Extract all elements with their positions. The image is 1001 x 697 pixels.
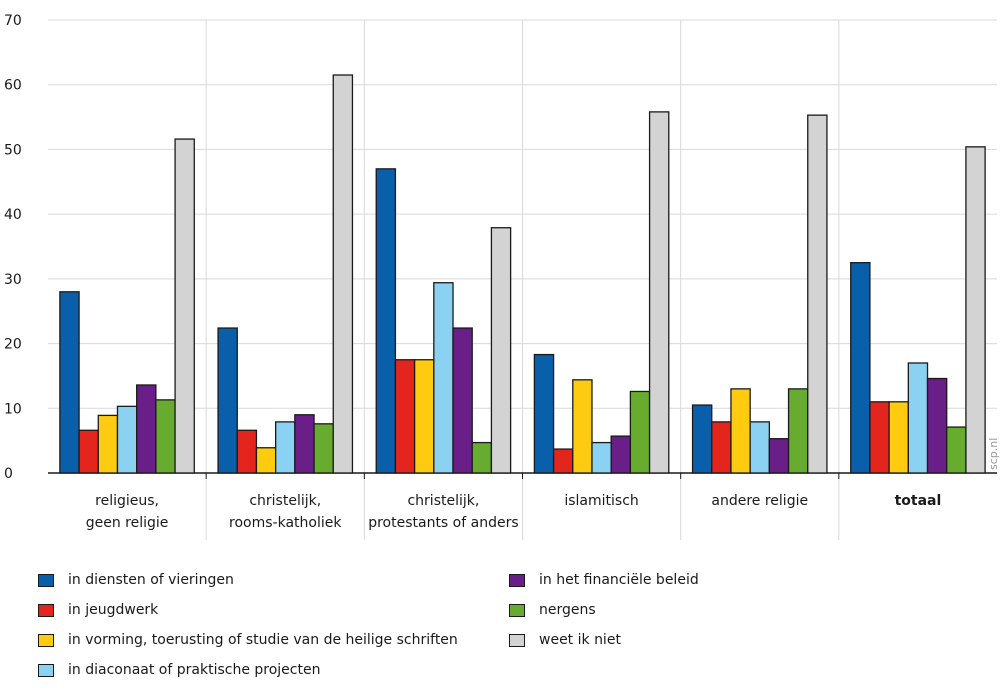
y-tick-label: 30 [4, 272, 22, 288]
legend-swatch [509, 603, 525, 617]
bar [217, 327, 238, 474]
bar [59, 291, 80, 474]
legend-swatch [38, 663, 54, 677]
bar [452, 327, 473, 474]
y-tick-label: 10 [4, 401, 22, 417]
legend-swatch [509, 633, 525, 647]
grid-lines [48, 19, 997, 540]
legend-label: weet ik niet [539, 632, 621, 648]
legend-item: nergens [509, 602, 596, 618]
legend: in diensten of vieringen in jeugdwerk in v… [38, 572, 998, 697]
x-tick-label: christelijk, [249, 493, 321, 509]
bar [629, 390, 651, 474]
legend-item: in diaconaat of praktische projecten [38, 662, 320, 678]
x-axis-labels: religieus, geen religie christelijk, rooms-… [86, 493, 942, 531]
bar [850, 262, 871, 474]
bar [946, 426, 967, 474]
bar [730, 388, 751, 474]
y-tick-label: 70 [4, 13, 22, 29]
y-tick-label: 50 [4, 142, 22, 158]
x-tick-label: geen religie [86, 515, 169, 531]
legend-label: nergens [539, 602, 596, 618]
bar [255, 447, 277, 474]
bars [59, 74, 986, 474]
bar [78, 429, 99, 474]
bar [394, 359, 416, 474]
bar [274, 421, 296, 474]
bar [236, 429, 258, 474]
bar [313, 423, 334, 474]
bar [136, 384, 157, 474]
bar [807, 114, 828, 474]
bar [888, 401, 909, 474]
bar [490, 227, 512, 474]
x-tick-label: islamitisch [564, 493, 638, 509]
y-tick-label: 20 [4, 337, 22, 353]
legend-label: in diensten of vieringen [68, 572, 234, 588]
bar [648, 111, 670, 474]
y-tick-label: 60 [4, 78, 22, 94]
y-axis-ticks: 0 10 20 30 40 50 60 70 [4, 13, 22, 482]
bar [965, 146, 986, 474]
x-tick-label: protestants of anders [368, 515, 518, 531]
legend-swatch [38, 603, 54, 617]
bar [433, 282, 454, 474]
bar [97, 414, 119, 474]
bar [332, 74, 354, 474]
x-tick-label: rooms-katholiek [229, 515, 342, 531]
bar [869, 401, 890, 474]
y-tick-label: 0 [4, 466, 13, 482]
bar [749, 421, 771, 474]
bar [711, 421, 732, 474]
legend-item: in vorming, toerusting of studie van de … [38, 632, 458, 648]
x-tick-label: totaal [895, 493, 942, 509]
bar [294, 414, 315, 474]
legend-item: in het financiële beleid [509, 572, 699, 588]
x-tick-label: andere religie [711, 493, 808, 509]
x-tick-label: christelijk, [407, 493, 479, 509]
bar-chart: 0 10 20 30 40 50 60 70 religieus, geen religie ch… [4, 13, 1000, 540]
bar [413, 359, 435, 474]
bar [533, 353, 555, 474]
bar [552, 448, 574, 474]
legend-label: in het financiële beleid [539, 572, 699, 588]
bar [691, 404, 713, 474]
watermark: scp.nl [987, 438, 1000, 470]
bar [610, 435, 632, 474]
legend-label: in diaconaat of praktische projecten [68, 662, 321, 678]
bar [375, 168, 397, 474]
bar [591, 441, 612, 474]
bar [116, 405, 138, 474]
bar [907, 362, 929, 474]
bar [572, 379, 593, 474]
bar [155, 399, 176, 474]
bar [471, 441, 493, 474]
legend-label: in jeugdwerk [68, 602, 159, 618]
y-tick-label: 40 [4, 207, 22, 223]
bar [174, 138, 195, 474]
legend-swatch [509, 573, 525, 587]
x-tick-label: religieus, [95, 493, 159, 509]
bar [926, 377, 948, 474]
legend-swatch [38, 573, 54, 587]
bar [768, 438, 790, 474]
legend-swatch [38, 633, 54, 647]
legend-item: in jeugdwerk [38, 602, 158, 618]
legend-label: in vorming, toerusting of studie van de … [68, 632, 458, 648]
bar [787, 388, 809, 474]
legend-item: in diensten of vieringen [38, 572, 234, 588]
legend-item: weet ik niet [509, 632, 621, 648]
